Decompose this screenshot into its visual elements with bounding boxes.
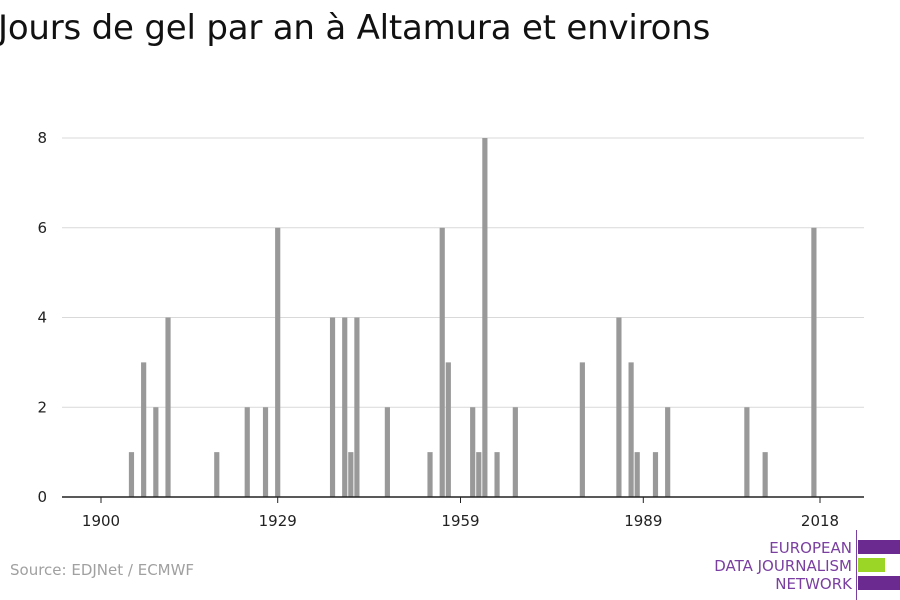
- bar-1987: [628, 362, 634, 497]
- y-tick-label: 2: [37, 398, 47, 416]
- bar-1942: [354, 317, 360, 497]
- logo-bar-purple-top: [858, 540, 900, 554]
- bar-1911: [165, 317, 171, 497]
- x-axis-ticks: 1900 1929 1959 1989 2018: [82, 497, 839, 530]
- bar-1963: [482, 138, 488, 497]
- bar-1961: [470, 407, 476, 497]
- bar-2006: [744, 407, 750, 497]
- bar-2017: [811, 227, 817, 497]
- bar-1924: [244, 407, 250, 497]
- bar-1979: [579, 362, 585, 497]
- bar-1927: [262, 407, 269, 497]
- bar-1957: [445, 362, 451, 497]
- x-tick-label: 1989: [624, 512, 662, 530]
- bar-1907: [141, 362, 147, 497]
- y-tick-label: 0: [37, 488, 47, 506]
- bar-1909: [153, 407, 159, 497]
- bar-1940: [342, 317, 348, 497]
- x-tick-label: 1929: [259, 512, 297, 530]
- bar-1929: [275, 227, 281, 497]
- source-note: Source: EDJNet / ECMWF: [10, 561, 195, 579]
- bar-1991: [652, 452, 659, 497]
- bar-1993: [665, 407, 671, 497]
- bar-1941: [348, 452, 354, 497]
- bar-1956: [439, 227, 445, 497]
- bar-1947: [384, 407, 390, 497]
- logo-divider: [856, 530, 857, 600]
- logo-text-network: NETWORK: [775, 575, 852, 593]
- logo-text-data-journalism: DATA JOURNALISM: [714, 557, 852, 575]
- chart-title: Jours de gel par an à Altamura et enviro…: [0, 8, 711, 48]
- bar-1905: [128, 452, 135, 497]
- y-tick-label: 4: [37, 309, 47, 327]
- logo-bar-green: [858, 558, 885, 572]
- x-tick-label: 1959: [441, 512, 479, 530]
- x-tick-label: 2018: [801, 512, 839, 530]
- y-tick-label: 6: [37, 219, 47, 237]
- edjnet-logo: EUROPEAN DATA JOURNALISM NETWORK: [700, 530, 900, 600]
- bar-1962: [476, 452, 482, 497]
- bar-1938: [329, 317, 336, 497]
- bar-1919: [214, 452, 220, 497]
- bar-1968: [512, 407, 518, 497]
- logo-text-european: EUROPEAN: [769, 539, 852, 557]
- bar-1954: [427, 452, 433, 497]
- bar-2009: [762, 452, 768, 497]
- bar-1965: [494, 452, 500, 497]
- y-axis-ticks: 0 2 4 6 8: [37, 129, 47, 506]
- y-tick-label: 8: [37, 129, 47, 147]
- bar-1985: [616, 317, 622, 497]
- bars: [128, 138, 817, 497]
- gridlines: [62, 137, 864, 408]
- bar-1988: [634, 452, 640, 497]
- logo-bar-purple-bottom: [858, 576, 900, 590]
- x-tick-label: 1900: [82, 512, 120, 530]
